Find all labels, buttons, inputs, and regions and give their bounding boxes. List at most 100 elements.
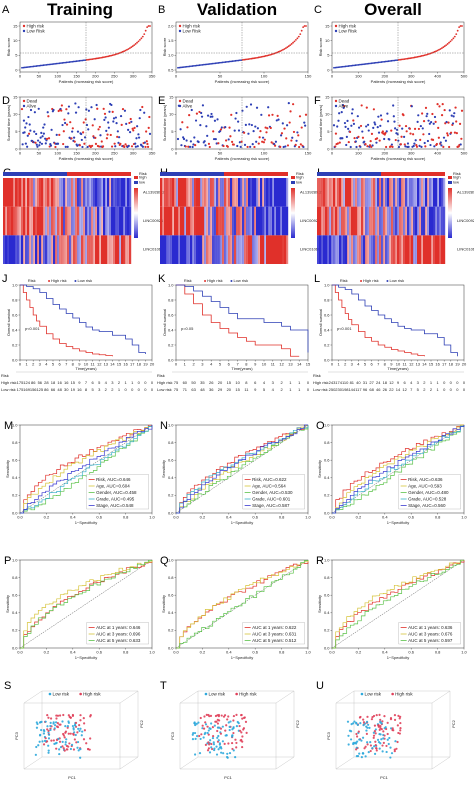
roc-o-ytick-label: 0.2 — [324, 493, 330, 498]
alive-point — [38, 141, 42, 144]
risk-point — [84, 59, 87, 61]
alive-point — [107, 121, 110, 124]
alive-point — [83, 136, 87, 139]
pca-low-risk-point — [352, 722, 355, 725]
heatmap-cell — [260, 178, 263, 207]
dead-point — [338, 141, 341, 144]
risk-point — [214, 62, 217, 65]
risk-point — [22, 66, 25, 69]
roc-curve — [332, 425, 465, 514]
pca-box-edge — [335, 756, 355, 770]
dead-point — [267, 114, 271, 117]
km-l-ytick-label: 0.8 — [324, 297, 330, 302]
dead-point — [119, 142, 122, 145]
risk-point — [254, 57, 257, 59]
dead-point — [460, 137, 463, 140]
alive-point — [440, 144, 443, 147]
heatmap-cell — [325, 206, 328, 236]
pca-high-risk-point — [219, 732, 223, 735]
roc-diagonal — [19, 424, 153, 514]
risk-point — [227, 60, 230, 63]
pca-high-risk-point — [88, 748, 91, 751]
alive-point — [37, 107, 40, 110]
roc-q-xtick-label: 0.2 — [200, 650, 206, 655]
pca-low-risk-point — [42, 732, 46, 735]
risk-point — [238, 59, 241, 62]
pca-high-risk-point — [76, 731, 79, 734]
km-k-xtick-label: 14 — [297, 362, 302, 367]
heatmap-cell — [240, 235, 243, 264]
pca-low-risk-point — [40, 728, 43, 732]
heatmap-cell — [359, 235, 362, 264]
heatmap-cell — [39, 178, 42, 207]
pca-low-risk-point — [204, 731, 207, 734]
heatmap-cell — [7, 178, 10, 207]
pca-high-risk-point — [370, 718, 374, 721]
risk-table-cell: 1 — [430, 380, 433, 385]
dead-point — [259, 130, 262, 133]
status-f-xtick-label: 100 — [355, 151, 362, 156]
heatmap-cell — [208, 178, 211, 207]
heatmap-cell — [7, 206, 10, 236]
pca-high-risk-point — [204, 721, 207, 724]
y-axis-title: Risk score — [6, 37, 11, 56]
risk-table-cell: 198 — [342, 387, 349, 392]
legend-dead-dot — [334, 99, 338, 103]
alive-point — [191, 145, 194, 149]
risk-point — [49, 63, 52, 66]
risk-table-cell: 144 — [348, 387, 355, 392]
heatmap-cell — [89, 235, 92, 264]
heatmap-cell — [95, 178, 98, 207]
alive-point — [356, 115, 359, 118]
km-curve-low — [176, 284, 309, 353]
alive-point — [249, 145, 252, 148]
heatmap-cell — [164, 178, 167, 207]
heatmap-cell — [210, 178, 213, 207]
heatmap-cell — [214, 178, 217, 207]
km-j-xtick-label: 16 — [123, 362, 128, 367]
risk-point — [442, 46, 445, 49]
heatmap-cell — [57, 206, 60, 236]
risk-table-cell: 3 — [417, 380, 420, 385]
roc-o-xtick-label: 0.8 — [435, 515, 441, 520]
alive-point — [352, 122, 356, 126]
heatmap-cell — [415, 206, 418, 236]
heatmap-cell — [391, 235, 394, 264]
heatmap-cell — [421, 235, 424, 264]
roc-m-ytick-label: 1.0 — [12, 422, 18, 427]
risk-table-cell: 16 — [64, 380, 69, 385]
heatmap-cell — [383, 206, 386, 236]
heatmap-cell — [21, 235, 24, 264]
dead-point — [101, 145, 105, 148]
heatmap-cell — [345, 206, 348, 236]
dead-point — [58, 133, 61, 136]
dead-point — [228, 126, 231, 129]
pca-high-risk-point — [230, 741, 234, 745]
risk-table-cell: 4 — [105, 380, 108, 385]
dead-point — [381, 130, 384, 133]
alive-point — [90, 106, 93, 109]
risk-table-cell: 12 — [402, 387, 407, 392]
dead-point — [348, 130, 352, 134]
alive-point — [41, 135, 44, 138]
heatmap-cell — [121, 235, 124, 264]
risk-point — [428, 53, 430, 55]
x-axis-title: 1−Specificity — [231, 520, 254, 525]
alive-point — [421, 127, 424, 130]
km-j-xtick-label: 9 — [78, 362, 81, 367]
roc-p-xtick-label: 0.2 — [44, 650, 50, 655]
risk-annotation-low — [317, 172, 381, 176]
pca-low-risk-point — [369, 741, 372, 744]
heatmap-cell — [188, 206, 191, 236]
dead-point — [63, 118, 66, 121]
status-d-ytick-label: 5 — [15, 129, 18, 134]
heatmap-cell — [73, 206, 76, 236]
heatmap-cell — [91, 178, 94, 207]
pca-low-risk-point — [367, 751, 370, 754]
pca-high-risk-point — [393, 714, 397, 717]
pca-low-risk-point — [37, 744, 40, 747]
risk-c-ytick-label: 0 — [327, 67, 330, 72]
dead-point — [91, 124, 94, 127]
alive-point — [85, 108, 88, 111]
heatmap-cell — [107, 235, 110, 264]
